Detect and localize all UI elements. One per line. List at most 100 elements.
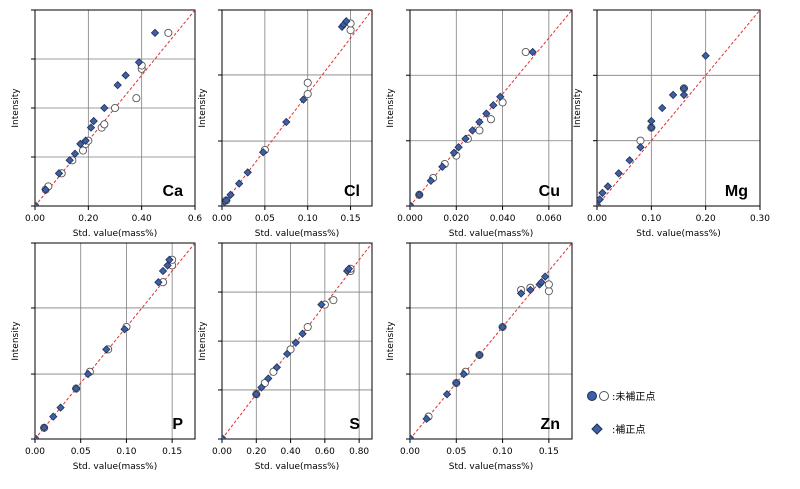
data-point-diamond — [528, 47, 537, 57]
data-point-diamond — [56, 403, 65, 412]
data-point-diamond — [468, 126, 477, 135]
chart-panels: 0.00 0.20 0.40 0.6 Std. value(mass%) Intensit… — [11, 9, 770, 472]
data-point-diamond — [426, 176, 435, 185]
data-point-diamond — [264, 374, 273, 383]
x-axis-label: Std. value(mass%) — [73, 229, 158, 239]
chart-panel-ca: 0.00 0.20 0.40 0.6 Std. value(mass%) Intensit… — [11, 9, 203, 239]
data-point-diamond — [299, 95, 308, 104]
x-tick-label: 0.00 — [25, 214, 45, 224]
x-tick-label: 0.05 — [446, 447, 466, 457]
data-point-diamond — [154, 278, 163, 287]
legend: :未補正点 :補正点 — [587, 390, 655, 436]
data-point-diamond — [39, 423, 49, 432]
data-point-diamond — [461, 134, 470, 143]
data-point-diamond — [86, 123, 96, 132]
element-label: Cl — [344, 183, 360, 200]
data-point-circle — [498, 98, 507, 107]
data-point-diamond — [498, 322, 507, 332]
data-point-circle — [260, 378, 269, 388]
data-point-diamond — [679, 84, 689, 93]
data-point-circle — [303, 322, 312, 332]
x-tick-label: 0.10 — [641, 214, 661, 224]
data-point-diamond — [258, 148, 268, 157]
data-point-diamond — [679, 90, 689, 100]
data-point-diamond — [234, 179, 244, 188]
data-point-diamond — [625, 156, 634, 165]
data-point-diamond — [598, 188, 607, 198]
data-point-diamond — [252, 390, 261, 399]
chart-panel-s: 0.00 0.20 0.40 0.60 0.80 Std. value(mass%) Int… — [198, 242, 373, 472]
data-point-diamond — [163, 261, 172, 270]
x-tick-label: 0.040 — [490, 214, 516, 224]
data-point-diamond — [226, 190, 235, 199]
data-point-diamond — [272, 363, 282, 372]
data-point-diamond — [257, 383, 266, 392]
data-point-diamond — [647, 116, 656, 126]
data-point-diamond — [134, 58, 144, 67]
y-axis-label: Intensity — [11, 88, 21, 128]
data-point-diamond — [222, 196, 231, 205]
y-axis-label: Intensity — [198, 88, 208, 128]
data-point-circle — [521, 47, 530, 57]
chart-panel-zn: 0.00 0.05 0.10 0.15 Std. value(mass%) Intensi… — [386, 242, 573, 472]
data-point-diamond — [222, 434, 227, 439]
data-point-circle — [544, 280, 553, 289]
x-tick-label: 0.00 — [587, 214, 607, 224]
x-tick-label: 0.10 — [493, 447, 513, 457]
series-corrected — [597, 51, 710, 206]
legend-label-corrected: :補正点 — [612, 423, 645, 436]
x-tick-label: 0.10 — [116, 447, 136, 457]
element-label: Mg — [725, 183, 748, 200]
x-tick-label: 0.80 — [349, 447, 369, 457]
data-point-diamond — [454, 143, 463, 152]
data-point-diamond — [614, 169, 623, 178]
x-axis-label: Std. value(mass%) — [255, 229, 340, 239]
data-point-diamond — [298, 329, 307, 338]
element-label: P — [172, 416, 183, 433]
data-point-diamond — [597, 201, 602, 206]
data-point-diamond — [597, 195, 604, 204]
data-point-circle — [100, 120, 109, 129]
legend-item-uncorrected: :未補正点 — [587, 390, 655, 403]
data-point-circle — [329, 296, 338, 305]
x-tick-label: 0.40 — [281, 447, 301, 457]
data-point-diamond — [526, 285, 535, 295]
data-point-diamond — [422, 414, 431, 424]
data-point-circle — [303, 89, 312, 99]
data-point-circle — [269, 367, 278, 376]
element-label: Zn — [540, 416, 560, 433]
data-point-diamond — [317, 300, 326, 309]
data-point-diamond — [89, 116, 98, 126]
chart-panel-p: 0.00 0.05 0.10 0.15 Std. value(mass%) Intensi… — [11, 242, 196, 472]
x-tick-label: 0.15 — [341, 214, 361, 224]
series-corrected — [35, 255, 174, 439]
x-tick-label: 0.30 — [750, 214, 770, 224]
x-axis-label: Std. value(mass%) — [636, 229, 721, 239]
x-tick-label: 0.060 — [536, 214, 562, 224]
x-tick-label: 0.00 — [400, 447, 420, 457]
data-point-diamond — [442, 390, 452, 399]
data-point-diamond — [120, 325, 129, 334]
data-point-diamond — [482, 109, 491, 118]
data-point-diamond — [222, 201, 227, 206]
data-point-diamond — [415, 190, 424, 199]
x-tick-label: 0.05 — [255, 214, 275, 224]
series-uncorrected — [410, 47, 530, 206]
data-point-diamond — [647, 123, 656, 132]
data-point-diamond — [158, 266, 168, 276]
data-point-diamond — [100, 103, 109, 113]
data-point-diamond — [344, 264, 354, 273]
x-tick-label: 0.6 — [188, 214, 203, 224]
data-point-diamond — [41, 185, 50, 194]
x-tick-label: 0.20 — [696, 214, 716, 224]
data-point-diamond — [71, 384, 81, 393]
legend-label-uncorrected: :未補正点 — [612, 390, 655, 403]
legend-marker-open-circle — [599, 391, 609, 401]
element-label: Ca — [163, 183, 184, 200]
data-point-diamond — [243, 168, 252, 177]
data-point-diamond — [537, 278, 546, 287]
data-point-diamond — [70, 149, 80, 158]
data-point-diamond — [603, 182, 613, 191]
